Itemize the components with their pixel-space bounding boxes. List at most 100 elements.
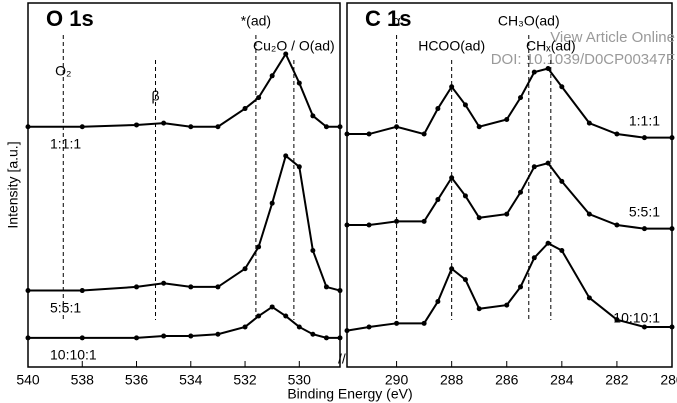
watermark: DOI: 10.1039/D0CP00347F (491, 51, 675, 68)
data-point (545, 160, 551, 166)
peak-label: β (151, 88, 159, 104)
data-point (296, 324, 302, 330)
panel-frame (346, 2, 673, 368)
data-point (337, 335, 343, 341)
y-axis-label: Intensity [a.u.] (5, 141, 21, 228)
watermark: View Article Online (550, 29, 675, 46)
data-point (323, 335, 329, 341)
data-point (531, 255, 537, 261)
data-point (25, 288, 31, 294)
x-axis-label: Binding Energy (eV) (287, 386, 412, 402)
data-point (269, 73, 275, 79)
data-point (476, 124, 482, 130)
data-point (586, 295, 592, 301)
data-point (283, 313, 289, 319)
sample-label: 10:10:1 (613, 309, 660, 325)
data-point (161, 280, 167, 286)
data-point (518, 95, 524, 101)
data-point (269, 304, 275, 310)
data-point (215, 284, 221, 290)
data-point (344, 328, 350, 334)
data-point (215, 331, 221, 337)
data-point (296, 80, 302, 86)
data-point (641, 324, 647, 330)
data-point (366, 131, 372, 137)
data-point (559, 178, 565, 184)
data-point (669, 135, 675, 141)
spectrum-line (28, 305, 340, 339)
peak-label: *(ad) (241, 13, 271, 29)
data-point (310, 331, 316, 337)
data-point (256, 95, 262, 101)
data-point (531, 164, 537, 170)
data-point (79, 288, 85, 294)
data-point (545, 66, 551, 72)
sample-label: 10:10:1 (50, 347, 97, 363)
data-point (504, 116, 510, 122)
data-point (337, 288, 343, 294)
data-point (421, 131, 427, 137)
data-point (366, 222, 372, 228)
spectrum-line (28, 51, 340, 128)
sample-label: 1:1:1 (629, 113, 660, 129)
data-point (310, 248, 316, 254)
data-point (344, 131, 350, 137)
x-tick-label: 290 (385, 372, 409, 388)
data-point (161, 333, 167, 339)
sample-label: 1:1:1 (50, 135, 81, 151)
data-point (337, 124, 343, 130)
data-point (188, 333, 194, 339)
x-tick-label: 540 (16, 372, 40, 388)
data-point (188, 124, 194, 130)
sample-label: 5:5:1 (629, 204, 660, 220)
x-tick-label: 532 (233, 372, 257, 388)
data-point (435, 298, 441, 304)
peak-label: CH₃O(ad) (498, 13, 560, 29)
data-point (394, 320, 400, 326)
data-point (256, 313, 262, 319)
data-point (79, 124, 85, 130)
data-point (134, 284, 140, 290)
data-point (614, 222, 620, 228)
data-point (559, 248, 565, 254)
peak-label: O₂ (55, 63, 71, 79)
data-point (394, 218, 400, 224)
data-point (215, 124, 221, 130)
data-point (641, 135, 647, 141)
data-point (449, 266, 455, 272)
data-point (79, 335, 85, 341)
data-point (614, 317, 620, 323)
sample-label: 5:5:1 (50, 299, 81, 315)
x-tick-label: 536 (125, 372, 149, 388)
data-point (242, 106, 248, 112)
data-point (476, 306, 482, 312)
data-point (669, 226, 675, 232)
data-point (518, 189, 524, 195)
data-point (669, 324, 675, 330)
data-point (462, 277, 468, 283)
data-point (476, 215, 482, 221)
x-tick-label: 284 (550, 372, 574, 388)
data-point (269, 200, 275, 206)
data-point (421, 320, 427, 326)
data-point (504, 211, 510, 217)
data-point (366, 324, 372, 330)
peak-label: HCOO(ad) (418, 38, 485, 54)
data-point (559, 84, 565, 90)
data-point (344, 222, 350, 228)
data-point (256, 244, 262, 250)
data-point (531, 69, 537, 75)
data-point (449, 84, 455, 90)
data-point (25, 124, 31, 130)
x-tick-label: 280 (660, 372, 677, 388)
panel-frame (27, 2, 341, 368)
data-point (394, 124, 400, 130)
data-point (449, 175, 455, 181)
data-point (242, 266, 248, 272)
data-point (586, 211, 592, 217)
data-point (283, 153, 289, 159)
data-point (545, 240, 551, 246)
data-point (242, 324, 248, 330)
data-point (323, 284, 329, 290)
